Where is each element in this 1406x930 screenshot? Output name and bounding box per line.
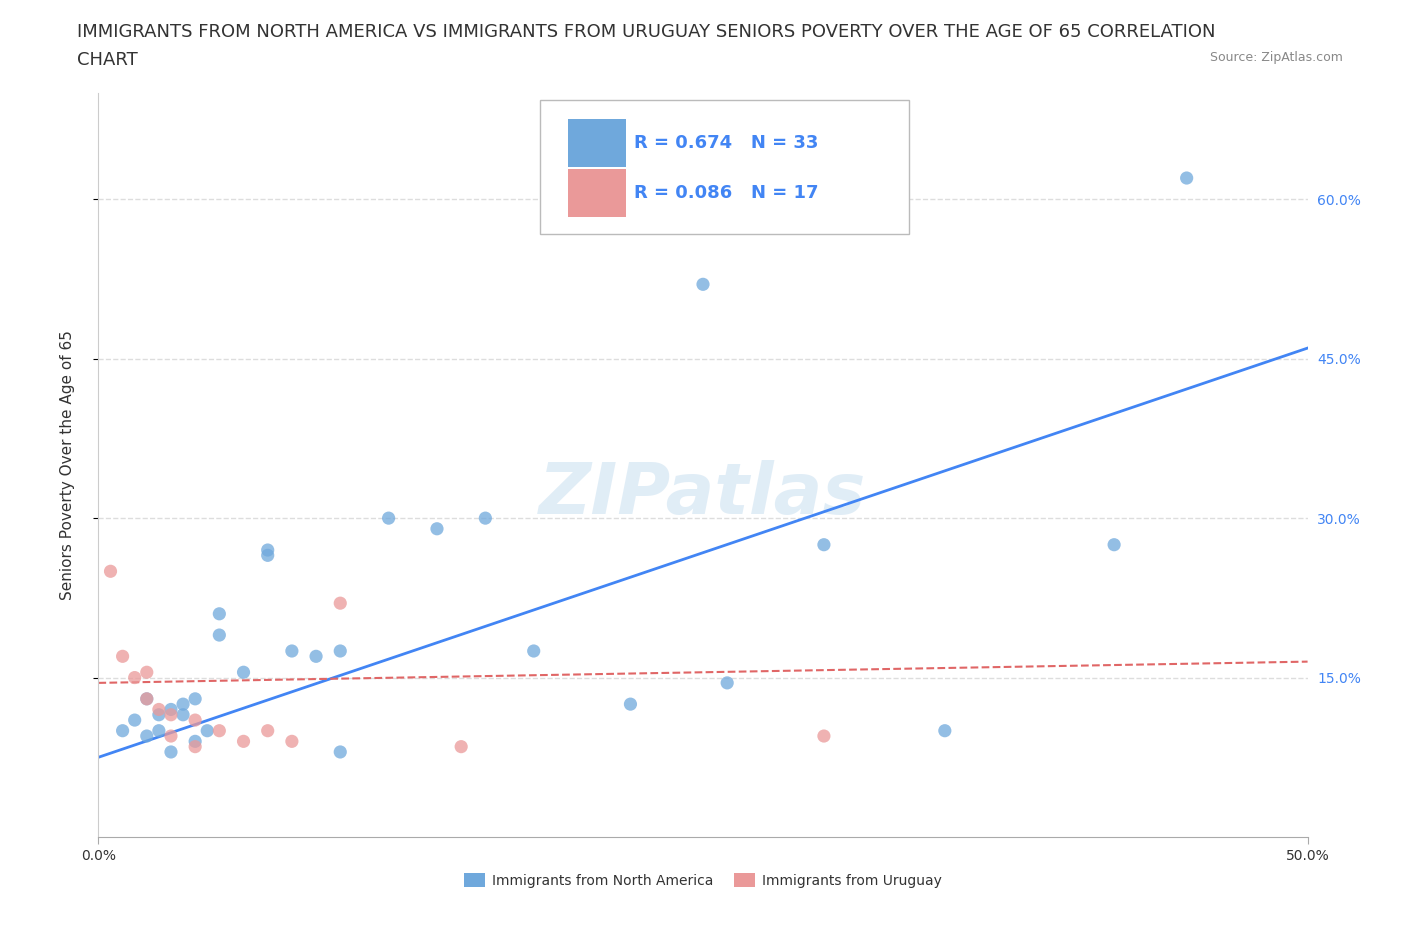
Point: [195, 724, 218, 738]
Point: [135, 691, 157, 706]
Text: IMMIGRANTS FROM NORTH AMERICA VS IMMIGRANTS FROM URUGUAY SENIORS POVERTY OVER TH: IMMIGRANTS FROM NORTH AMERICA VS IMMIGRA…: [77, 23, 1216, 41]
Point: [135, 691, 157, 706]
Point: [100, 564, 122, 578]
Point: [523, 644, 546, 658]
Text: CHART: CHART: [77, 51, 138, 69]
Point: [329, 644, 352, 658]
Point: [474, 511, 496, 525]
Point: [148, 708, 170, 723]
Point: [208, 606, 231, 621]
Legend: Immigrants from North America, Immigrants from Uruguay: Immigrants from North America, Immigrant…: [458, 868, 948, 894]
Point: [148, 724, 170, 738]
Point: [111, 724, 134, 738]
Point: [172, 708, 194, 723]
Point: [135, 665, 157, 680]
Point: [172, 697, 194, 711]
Point: [184, 691, 207, 706]
Point: [256, 548, 278, 563]
Point: [232, 665, 254, 680]
Point: [184, 712, 207, 727]
Text: Source: ZipAtlas.com: Source: ZipAtlas.com: [1209, 51, 1343, 64]
Point: [124, 671, 146, 685]
Y-axis label: Seniors Poverty Over the Age of 65: Seniors Poverty Over the Age of 65: [60, 330, 75, 600]
Point: [1175, 170, 1198, 185]
Point: [135, 728, 157, 743]
FancyBboxPatch shape: [568, 119, 626, 167]
Point: [184, 739, 207, 754]
Point: [160, 728, 183, 743]
Point: [160, 702, 183, 717]
Text: R = 0.086   N = 17: R = 0.086 N = 17: [634, 184, 818, 202]
Point: [450, 739, 472, 754]
Point: [426, 522, 449, 537]
Point: [619, 697, 641, 711]
Point: [256, 724, 278, 738]
Point: [208, 628, 231, 643]
Point: [256, 542, 278, 557]
Point: [813, 728, 835, 743]
Point: [148, 702, 170, 717]
Point: [160, 745, 183, 760]
Point: [281, 644, 304, 658]
Point: [692, 277, 714, 292]
Point: [813, 538, 835, 552]
Text: R = 0.674   N = 33: R = 0.674 N = 33: [634, 134, 818, 152]
Point: [329, 596, 352, 611]
Point: [377, 511, 399, 525]
Point: [208, 724, 231, 738]
Point: [124, 712, 146, 727]
Point: [305, 649, 328, 664]
Point: [716, 675, 738, 690]
Point: [329, 745, 352, 760]
FancyBboxPatch shape: [568, 169, 626, 218]
FancyBboxPatch shape: [540, 100, 908, 234]
Point: [111, 649, 134, 664]
Point: [160, 708, 183, 723]
Point: [184, 734, 207, 749]
Point: [281, 734, 304, 749]
Point: [934, 724, 956, 738]
Point: [1102, 538, 1125, 552]
Text: ZIPatlas: ZIPatlas: [540, 460, 866, 529]
Point: [232, 734, 254, 749]
